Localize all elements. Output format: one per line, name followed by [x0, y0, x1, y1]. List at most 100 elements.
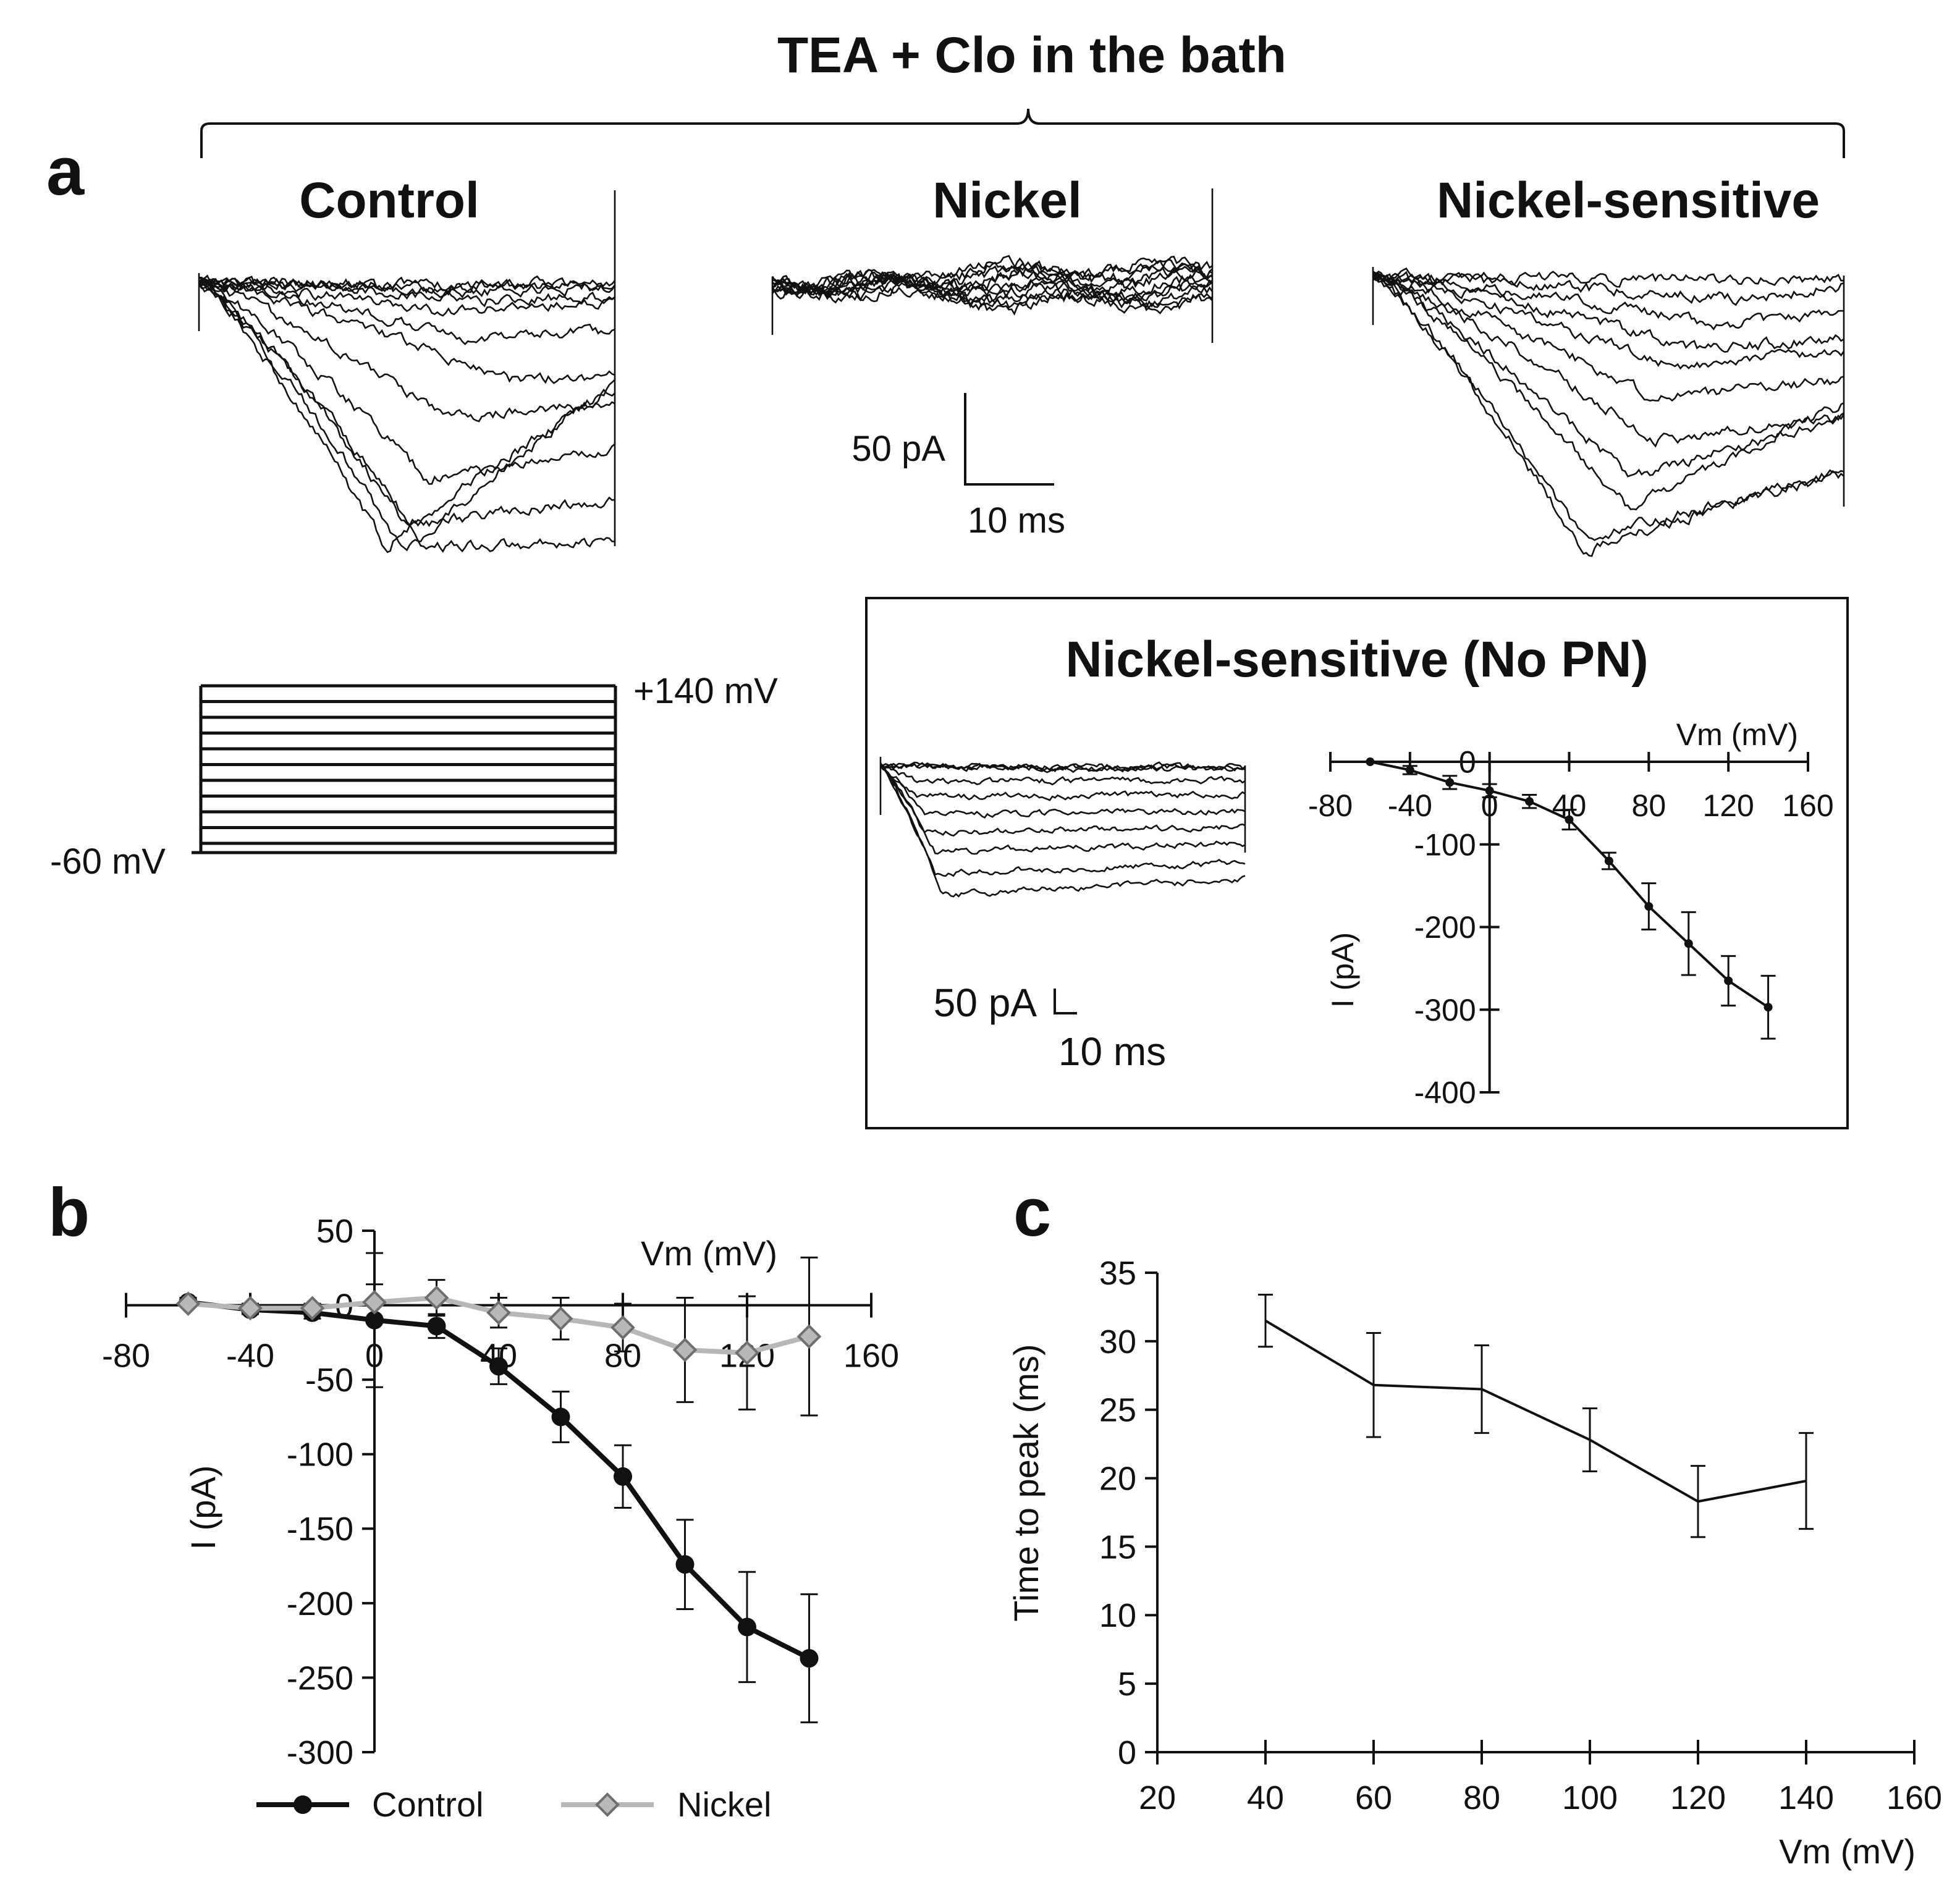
legend-label-nickel: Nickel [677, 1785, 771, 1824]
inset-scale-current-label: 50 pA [934, 980, 1037, 1025]
x-tick-label: 40 [1247, 1779, 1284, 1816]
data-point [551, 1407, 570, 1427]
scale-time-label: 10 ms [968, 500, 1065, 541]
data-point [738, 1617, 756, 1637]
current-trace [772, 257, 1213, 293]
y-tick-label: -50 [305, 1362, 353, 1399]
current-trace [198, 276, 615, 308]
legend-marker-nickel [595, 1792, 620, 1817]
header-bracket [200, 108, 1845, 158]
data-point [675, 1555, 695, 1574]
y-tick-label: 25 [1099, 1392, 1136, 1429]
inset-scale-time-label: 10 ms [1058, 1029, 1166, 1074]
data-point [672, 1338, 698, 1362]
error-bar [1799, 1432, 1814, 1530]
panel-a-label: a [46, 133, 85, 209]
data-point [614, 1467, 632, 1486]
current-trace [1372, 271, 1844, 288]
error-bar [1366, 1332, 1381, 1438]
data-point [1565, 815, 1574, 824]
control-current-traces [198, 190, 616, 554]
legend-label-control: Control [372, 1785, 484, 1824]
x-axis-label: Vm (mV) [641, 1234, 777, 1273]
voltage-protocol [192, 684, 617, 854]
current-trace [772, 272, 1213, 301]
current-trace [1372, 271, 1844, 331]
inset-current-traces [879, 757, 1246, 898]
current-trace [879, 763, 1246, 855]
y-tick-label: 30 [1099, 1323, 1136, 1360]
data-point [548, 1306, 573, 1331]
x-tick-label: 20 [1139, 1779, 1176, 1816]
legend: Control Nickel [256, 1785, 771, 1824]
x-axis-label: Vm (mV) [1676, 717, 1798, 752]
inset-title: Nickel-sensitive (No PN) [1065, 631, 1648, 688]
y-tick-label: 0 [1459, 745, 1476, 780]
data-point [1525, 797, 1534, 806]
y-axis-label: Time to peak (ms) [1007, 1344, 1045, 1621]
y-tick-label: 20 [1099, 1460, 1136, 1497]
x-tick-label: 160 [1886, 1779, 1942, 1816]
current-trace [879, 765, 1246, 837]
x-tick-label: 160 [843, 1338, 899, 1375]
x-tick-label: 80 [1632, 788, 1666, 823]
current-trace [1372, 271, 1845, 448]
protocol-top-label: +140 mV [633, 671, 778, 711]
data-point [362, 1289, 387, 1315]
current-trace [880, 764, 1246, 877]
y-tick-label: -200 [287, 1585, 353, 1622]
data-point [610, 1315, 635, 1340]
nickel-current-traces [771, 188, 1214, 343]
x-tick-label: 80 [1463, 1779, 1500, 1816]
current-trace [880, 765, 1246, 898]
nickel-title: Nickel [932, 172, 1082, 229]
y-axis-label: I (pA) [184, 1465, 222, 1550]
data-point [1405, 765, 1414, 775]
current-trace [198, 278, 615, 317]
data-point [1644, 902, 1654, 911]
data-point [800, 1649, 819, 1668]
current-trace [1372, 276, 1844, 511]
error-bar [1474, 1344, 1489, 1434]
data-point [735, 1340, 759, 1365]
error-bar [1691, 1465, 1705, 1538]
current-trace [198, 277, 615, 552]
data-point [1366, 757, 1375, 766]
current-trace [198, 277, 615, 423]
figure-title: TEA + Clo in the bath [777, 27, 1286, 83]
scale-bar [964, 393, 1054, 486]
current-trace [772, 259, 1213, 295]
x-tick-label: 100 [1562, 1779, 1618, 1816]
panel-b-label: b [48, 1174, 90, 1250]
nickel-sensitive-title: Nickel-sensitive [1437, 172, 1820, 229]
y-tick-label: -300 [287, 1734, 353, 1771]
data-point [1445, 778, 1455, 787]
data-point [489, 1357, 508, 1376]
data-point [1485, 786, 1494, 795]
x-tick-label: -80 [102, 1338, 150, 1375]
legend-marker-control [294, 1795, 312, 1814]
inset-box [865, 597, 1849, 1129]
current-trace [198, 276, 615, 554]
scale-current-label: 50 pA [851, 429, 945, 469]
y-tick-label: 0 [1118, 1734, 1136, 1771]
current-trace [1372, 273, 1845, 370]
time-to-peak-chart: 20 40 60 80 100 120 140 160 0 5 10 15 20 25 30 35 Vm (mV… [1007, 1255, 1942, 1871]
current-trace [771, 264, 1213, 297]
current-trace [1372, 276, 1844, 478]
error-bar [1582, 1407, 1597, 1472]
current-trace [198, 284, 615, 485]
y-tick-label: -100 [1414, 827, 1476, 862]
y-tick-label: -400 [1414, 1076, 1476, 1110]
data-point [1724, 976, 1733, 985]
data-point [796, 1324, 822, 1349]
y-tick-label: 35 [1099, 1255, 1136, 1292]
panel-c-label: c [1013, 1174, 1051, 1250]
current-trace [772, 274, 1213, 314]
iv-chart: -80-4004080120160500-50-100-150-200-250-… [102, 1213, 899, 1824]
current-trace [771, 255, 1213, 300]
current-trace [772, 266, 1213, 296]
current-trace [1372, 273, 1844, 402]
x-tick-label: 140 [1778, 1779, 1834, 1816]
